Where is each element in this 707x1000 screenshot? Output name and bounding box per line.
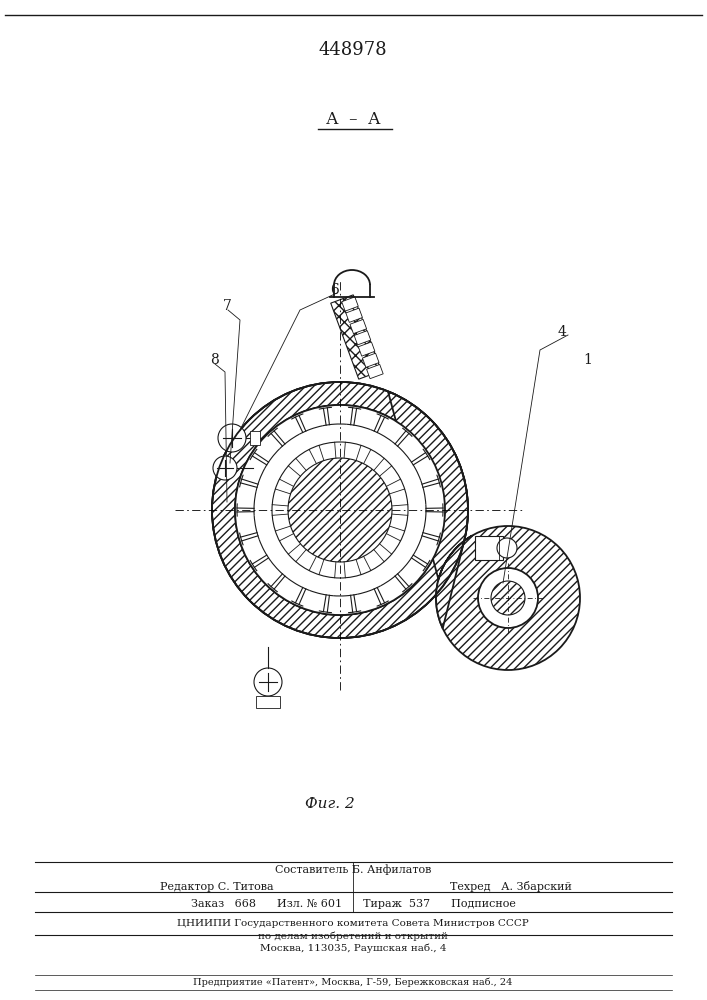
Circle shape (491, 581, 525, 615)
Polygon shape (358, 342, 375, 356)
Polygon shape (426, 415, 459, 623)
Text: Редактор С. Титова: Редактор С. Титова (160, 882, 274, 892)
Polygon shape (212, 382, 538, 672)
Circle shape (213, 456, 237, 480)
Polygon shape (350, 319, 367, 334)
Polygon shape (331, 295, 381, 379)
Text: Заказ   668      Изл. № 601      Тираж  537      Подписное: Заказ 668 Изл. № 601 Тираж 537 Подписное (191, 899, 515, 909)
Polygon shape (475, 536, 503, 560)
Polygon shape (346, 308, 363, 322)
Text: 8: 8 (210, 353, 218, 367)
Circle shape (436, 526, 580, 670)
Polygon shape (388, 391, 472, 628)
Text: Предприятие «Патент», Москва, Г-59, Бережковская наб., 24: Предприятие «Патент», Москва, Г-59, Бере… (193, 977, 513, 987)
Polygon shape (367, 364, 383, 379)
Text: Москва, 113035, Раушская наб., 4: Москва, 113035, Раушская наб., 4 (259, 943, 446, 953)
Polygon shape (341, 297, 358, 311)
Circle shape (497, 538, 517, 558)
Text: 6: 6 (330, 283, 339, 297)
Circle shape (272, 442, 408, 578)
Text: Составитель Б. Анфилатов: Составитель Б. Анфилатов (275, 865, 431, 875)
Polygon shape (250, 431, 260, 445)
Text: ЦНИИПИ Государственного комитета Совета Министров СССР: ЦНИИПИ Государственного комитета Совета … (177, 920, 529, 928)
Circle shape (254, 668, 282, 696)
Text: 1: 1 (583, 353, 592, 367)
Polygon shape (354, 331, 370, 345)
Text: Техред   А. Збарский: Техред А. Збарский (450, 882, 572, 892)
Circle shape (218, 424, 246, 452)
Circle shape (478, 568, 538, 628)
Circle shape (288, 458, 392, 562)
Text: 7: 7 (223, 299, 232, 313)
Text: по делам изобретений и открытий: по делам изобретений и открытий (258, 931, 448, 941)
Text: А  –  А: А – А (326, 111, 380, 128)
Text: Фиг. 2: Фиг. 2 (305, 797, 355, 811)
Polygon shape (363, 353, 379, 367)
Text: 4: 4 (558, 325, 567, 339)
Text: 448978: 448978 (319, 41, 387, 59)
Circle shape (235, 405, 445, 615)
Polygon shape (256, 696, 280, 708)
Circle shape (237, 407, 443, 613)
